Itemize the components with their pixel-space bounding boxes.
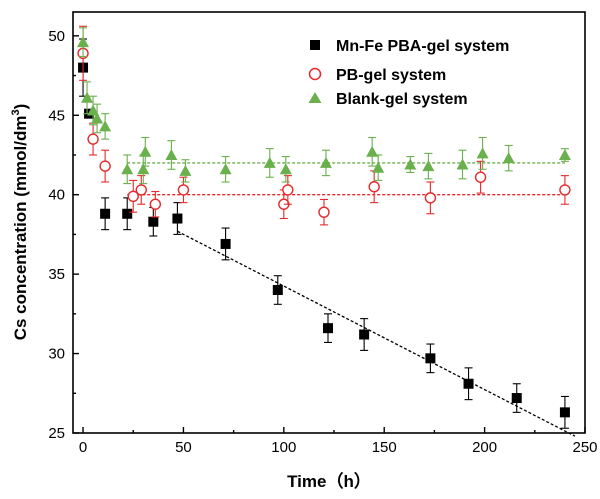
data-point-square <box>425 353 436 364</box>
x-tick-label: 50 <box>175 439 192 456</box>
data-points <box>77 25 571 429</box>
y-tick-label: 25 <box>48 425 65 442</box>
plot-frame <box>72 11 586 434</box>
data-point-circle <box>135 184 147 196</box>
data-point-triangle <box>139 145 152 157</box>
y-tick-label: 30 <box>48 346 65 363</box>
series-0 <box>78 38 570 429</box>
y-tick-label: 45 <box>48 107 65 124</box>
data-point-triangle <box>404 158 417 170</box>
legend-marker-pb <box>308 67 322 81</box>
y-axis-title: Cs concentration (mmol/dm3) <box>10 104 30 341</box>
data-point-triangle <box>263 156 276 168</box>
data-point-triangle <box>456 158 469 170</box>
y-axis-ticks: 25 30 35 40 45 50 <box>48 28 79 442</box>
reference-lines <box>127 162 576 437</box>
data-point-triangle <box>91 112 104 124</box>
data-point-square <box>148 216 159 227</box>
data-point-circle <box>87 133 99 145</box>
y-axis-title-main: Cs concentration (mmol/dm <box>11 115 30 340</box>
data-point-circle <box>559 184 571 196</box>
data-point-circle <box>282 184 294 196</box>
data-point-triangle <box>77 36 90 48</box>
data-point-triangle <box>372 161 385 173</box>
data-point-triangle <box>366 145 379 157</box>
data-point-triangle <box>476 147 489 159</box>
data-point-circle <box>149 198 162 210</box>
data-point-circle <box>368 181 380 193</box>
x-tick-label: 100 <box>271 439 296 456</box>
x-tick-label: 150 <box>372 439 397 456</box>
data-point-square <box>559 407 570 418</box>
data-point-square <box>100 208 111 219</box>
x-tick-label: 200 <box>472 439 497 456</box>
data-point-triangle <box>81 91 94 103</box>
data-point-circle <box>99 160 111 172</box>
series-2 <box>77 27 571 185</box>
data-point-square <box>122 208 133 219</box>
data-point-triangle <box>279 163 292 175</box>
y-axis-title-superscript: 3 <box>10 109 22 115</box>
data-point-triangle <box>422 160 435 172</box>
data-point-triangle <box>319 156 332 168</box>
data-point-circle <box>424 192 437 204</box>
legend-marker-mn-fe-pba <box>310 40 320 50</box>
x-axis-ticks: 0 50 100 150 200 250 <box>79 427 598 456</box>
legend-marker-blank <box>308 92 322 103</box>
data-point-square <box>322 323 333 334</box>
data-point-triangle <box>165 148 178 160</box>
data-point-circle <box>177 184 190 196</box>
x-tick-label: 0 <box>79 439 87 456</box>
data-point-square <box>272 285 283 296</box>
data-point-triangle <box>121 163 134 175</box>
reference-line <box>177 230 576 437</box>
data-point-triangle <box>219 163 232 175</box>
legend-label-pb: PB-gel system <box>336 67 446 84</box>
data-point-circle <box>474 171 487 183</box>
y-tick-label: 50 <box>48 28 65 45</box>
y-axis-title-close: ) <box>11 104 30 110</box>
data-point-circle <box>127 190 139 202</box>
x-axis-title: Time（h） <box>287 471 371 491</box>
x-tick-label: 250 <box>572 439 597 456</box>
legend-label-mn-fe-pba: Mn-Fe PBA-gel system <box>336 38 509 55</box>
data-point-square <box>220 238 231 249</box>
data-point-triangle <box>87 104 100 116</box>
y-tick-label: 35 <box>48 266 65 283</box>
data-point-triangle <box>179 164 192 176</box>
data-point-triangle <box>558 148 571 160</box>
data-point-triangle <box>502 152 515 164</box>
data-point-circle <box>318 206 330 218</box>
legend-label-blank: Blank-gel system <box>336 91 468 108</box>
y-tick-label: 40 <box>48 187 65 204</box>
data-point-triangle <box>99 120 112 132</box>
data-point-square <box>511 393 522 404</box>
data-point-triangle <box>137 163 150 175</box>
data-point-square <box>463 378 474 389</box>
data-point-square <box>359 329 370 340</box>
legend: Mn-Fe PBA-gel system PB-gel system Blank… <box>308 38 509 108</box>
data-point-square <box>172 213 183 224</box>
